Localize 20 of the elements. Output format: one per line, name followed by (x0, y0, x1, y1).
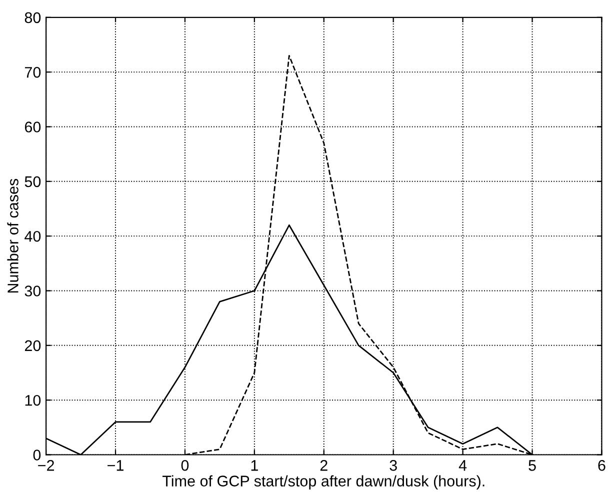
x-tick-label: 4 (458, 460, 467, 471)
x-tick-label: 6 (598, 460, 606, 471)
y-tick-label: 60 (24, 122, 41, 132)
x-axis-title: Time of GCP start/stop after dawn/dusk (hours). (162, 475, 484, 490)
x-tick-label: 5 (528, 460, 536, 471)
x-tick-label: 3 (390, 460, 397, 471)
x-tick-label: 2 (320, 460, 328, 471)
y-tick-label: 50 (24, 176, 41, 188)
x-tick-label: −2 (38, 460, 54, 471)
y-tick-label: 70 (24, 66, 41, 78)
y-tick-label: 80 (24, 12, 41, 24)
x-tick-label: 0 (181, 460, 189, 471)
y-axis-title: Number of cases (7, 178, 18, 293)
y-tick-label: 20 (24, 340, 41, 352)
x-tick-label: −1 (108, 460, 124, 471)
y-tick-label: 30 (24, 286, 41, 296)
y-tick-label: 0 (33, 450, 41, 460)
x-tick-label: 1 (251, 460, 258, 471)
y-tick-label: 40 (24, 230, 41, 242)
y-tick-label: 10 (25, 394, 41, 406)
